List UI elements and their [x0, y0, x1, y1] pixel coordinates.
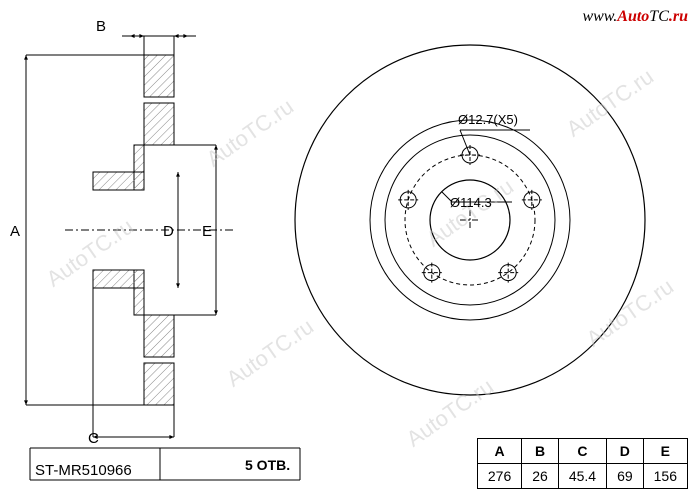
td-d: 69	[607, 464, 644, 489]
td-c: 45.4	[558, 464, 606, 489]
dim-label-b: B	[96, 18, 106, 35]
th-b: B	[522, 439, 559, 464]
table-data-row: 276 26 45.4 69 156	[477, 464, 687, 489]
th-c: C	[558, 439, 606, 464]
td-a: 276	[477, 464, 521, 489]
dim-label-c: C	[88, 430, 99, 447]
dim-label-e: E	[202, 223, 212, 240]
part-number: ST-MR510966	[35, 462, 132, 479]
td-b: 26	[522, 464, 559, 489]
table-header-row: A B C D E	[477, 439, 687, 464]
th-e: E	[643, 439, 687, 464]
dim-label-d: D	[163, 223, 174, 240]
technical-drawing-svg	[0, 0, 700, 501]
td-e: 156	[643, 464, 687, 489]
hub-bore-label: Ø114.3	[450, 195, 492, 210]
drawing-container: www.AutoTC.ru AutoTC.ruAutoTC.ruAutoTC.r…	[0, 0, 700, 501]
th-d: D	[607, 439, 644, 464]
bolt-spec-label: Ø12.7(X5)	[458, 112, 518, 127]
dim-label-a: A	[10, 223, 20, 240]
th-a: A	[477, 439, 521, 464]
dimension-table: A B C D E 276 26 45.4 69 156	[477, 438, 688, 489]
holes-count-label: 5 ОТВ.	[245, 457, 290, 473]
